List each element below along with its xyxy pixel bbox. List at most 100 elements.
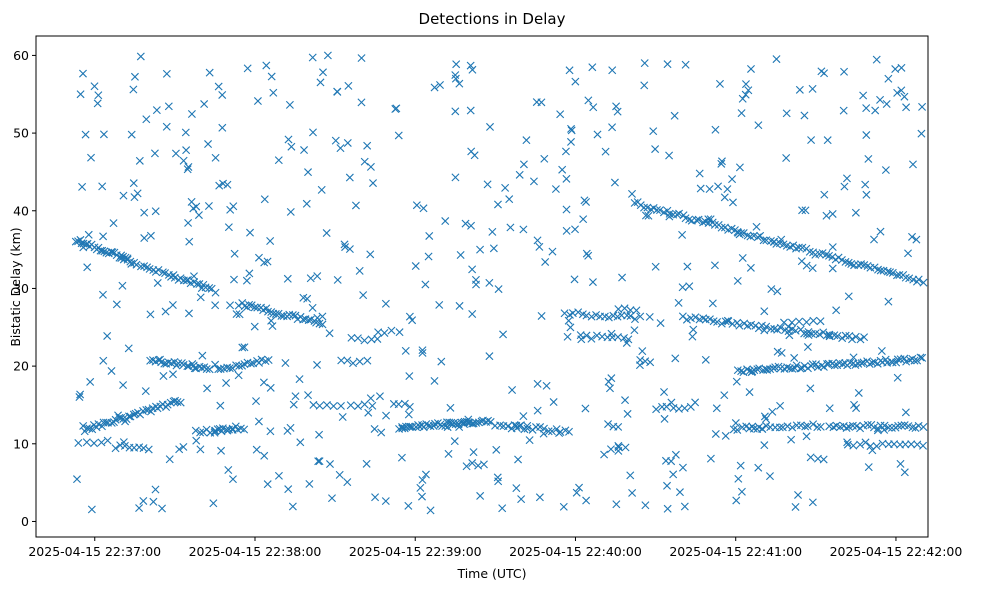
data-point bbox=[683, 262, 692, 271]
data-point bbox=[286, 423, 295, 432]
data-point bbox=[240, 425, 249, 434]
data-point bbox=[211, 301, 220, 310]
data-point bbox=[854, 261, 863, 270]
data-point bbox=[366, 250, 375, 259]
data-point bbox=[262, 61, 271, 70]
data-point bbox=[610, 178, 619, 187]
data-point bbox=[721, 431, 730, 440]
data-point bbox=[912, 235, 921, 244]
data-point bbox=[284, 135, 293, 144]
data-point bbox=[876, 227, 885, 236]
data-point bbox=[665, 212, 674, 221]
data-point bbox=[641, 501, 650, 510]
data-point bbox=[825, 332, 834, 341]
data-point bbox=[710, 220, 719, 229]
data-point bbox=[141, 387, 150, 396]
data-point bbox=[641, 211, 650, 220]
data-point bbox=[570, 275, 579, 284]
data-point bbox=[883, 267, 892, 276]
data-point bbox=[127, 130, 136, 139]
data-point bbox=[645, 312, 654, 321]
data-point bbox=[515, 170, 524, 179]
data-point bbox=[218, 424, 227, 433]
data-point bbox=[806, 384, 815, 393]
data-point bbox=[715, 79, 724, 88]
data-point bbox=[205, 283, 214, 292]
data-point bbox=[121, 417, 130, 426]
data-point bbox=[467, 221, 476, 230]
data-point bbox=[363, 141, 372, 150]
data-point bbox=[910, 356, 919, 365]
data-point bbox=[288, 502, 297, 511]
data-point bbox=[424, 252, 433, 261]
data-point bbox=[888, 358, 897, 367]
data-point bbox=[621, 396, 630, 405]
data-point bbox=[135, 156, 144, 165]
data-point bbox=[800, 329, 809, 338]
data-point bbox=[76, 90, 85, 99]
data-point bbox=[893, 373, 902, 382]
data-point bbox=[225, 364, 234, 373]
data-point bbox=[519, 160, 528, 169]
data-point bbox=[535, 242, 544, 251]
data-point bbox=[660, 414, 669, 423]
data-point bbox=[162, 69, 171, 78]
data-point bbox=[807, 136, 816, 145]
data-point bbox=[721, 317, 730, 326]
data-point bbox=[98, 182, 107, 191]
data-point bbox=[560, 309, 569, 318]
data-point bbox=[681, 60, 690, 69]
data-point bbox=[274, 156, 283, 165]
data-point bbox=[253, 303, 262, 312]
data-point bbox=[158, 268, 167, 277]
data-point bbox=[822, 331, 831, 340]
data-point bbox=[696, 184, 705, 193]
data-point bbox=[499, 330, 508, 339]
data-point bbox=[762, 322, 771, 331]
data-point bbox=[444, 449, 453, 458]
data-point bbox=[228, 475, 237, 484]
data-point bbox=[587, 334, 596, 343]
data-point bbox=[770, 324, 779, 333]
data-point bbox=[451, 173, 460, 182]
data-point bbox=[571, 225, 580, 234]
data-point bbox=[886, 268, 895, 277]
data-point bbox=[185, 237, 194, 246]
data-point bbox=[766, 324, 775, 333]
data-point bbox=[857, 359, 866, 368]
data-point bbox=[797, 257, 806, 266]
data-point bbox=[840, 67, 849, 76]
data-point bbox=[269, 88, 278, 97]
data-point bbox=[246, 228, 254, 237]
data-point bbox=[512, 484, 521, 493]
data-point bbox=[533, 379, 542, 388]
data-point bbox=[663, 481, 672, 490]
data-point bbox=[216, 401, 225, 410]
data-point bbox=[523, 424, 532, 433]
data-point bbox=[712, 404, 721, 413]
data-point bbox=[252, 397, 261, 406]
data-point bbox=[582, 249, 591, 258]
data-point bbox=[281, 359, 290, 368]
data-point bbox=[304, 391, 313, 400]
data-point bbox=[250, 322, 259, 331]
data-point bbox=[514, 455, 523, 464]
data-point bbox=[582, 311, 591, 320]
data-point bbox=[264, 307, 272, 316]
data-point bbox=[785, 331, 794, 340]
data-point bbox=[840, 182, 849, 191]
data-point bbox=[315, 457, 324, 466]
data-point bbox=[694, 215, 703, 224]
data-point bbox=[593, 130, 602, 139]
data-point bbox=[394, 131, 403, 140]
data-point bbox=[198, 351, 207, 360]
data-point bbox=[228, 364, 237, 373]
data-point bbox=[111, 444, 120, 453]
data-point bbox=[856, 335, 865, 344]
data-point bbox=[498, 504, 507, 513]
data-point bbox=[368, 401, 377, 410]
data-point bbox=[259, 378, 268, 387]
data-point bbox=[562, 226, 571, 235]
data-point bbox=[184, 162, 193, 171]
data-point bbox=[671, 354, 680, 363]
